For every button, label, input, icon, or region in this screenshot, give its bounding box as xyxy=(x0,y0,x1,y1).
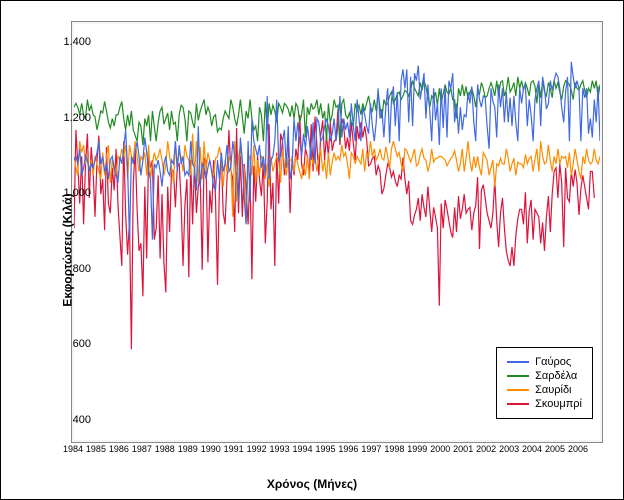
x-tick-label: 2006 xyxy=(568,444,588,454)
x-tick-label: 1995 xyxy=(315,444,335,454)
legend-color-swatch xyxy=(507,389,529,391)
legend-item: Σκουμπρί xyxy=(507,398,582,410)
legend-label: Σκουμπρί xyxy=(535,398,582,410)
legend-color-swatch xyxy=(507,361,529,363)
x-tick-label: 2000 xyxy=(430,444,450,454)
x-tick-label: 1988 xyxy=(155,444,175,454)
x-tick-label: 1991 xyxy=(224,444,244,454)
y-tick-label: 800 xyxy=(73,263,91,275)
x-tick-label: 1997 xyxy=(361,444,381,454)
legend-label: Σαυρίδι xyxy=(535,384,571,396)
x-tick-label: 1998 xyxy=(384,444,404,454)
x-tick-label: 2001 xyxy=(453,444,473,454)
x-axis-label: Χρόνος (Μήνες) xyxy=(267,477,357,491)
y-tick-label: 600 xyxy=(73,338,91,350)
x-tick-label: 1984 xyxy=(63,444,83,454)
legend-color-swatch xyxy=(507,403,529,405)
legend-label: Γαύρος xyxy=(535,356,571,368)
x-tick-label: 1996 xyxy=(338,444,358,454)
chart-container: 4006008001.0001.2001.400 198419851986198… xyxy=(0,0,624,500)
legend-label: Σαρδέλα xyxy=(535,370,577,382)
x-tick-label: 1989 xyxy=(178,444,198,454)
x-tick-label: 1994 xyxy=(293,444,313,454)
x-tick-label: 2002 xyxy=(476,444,496,454)
x-tick-label: 2003 xyxy=(499,444,519,454)
legend-item: Σαυρίδι xyxy=(507,384,582,396)
y-tick-label: 1.200 xyxy=(63,112,91,124)
x-tick-label: 1992 xyxy=(247,444,267,454)
x-tick-label: 1986 xyxy=(109,444,129,454)
x-tick-label: 1987 xyxy=(132,444,152,454)
y-tick-label: 400 xyxy=(73,414,91,426)
x-tick-label: 2005 xyxy=(545,444,565,454)
y-tick-label: 1.400 xyxy=(63,36,91,48)
legend: Γαύρος Σαρδέλα Σαυρίδι Σκουμπρί xyxy=(496,347,593,419)
legend-item: Γαύρος xyxy=(507,356,582,368)
x-tick-label: 1999 xyxy=(407,444,427,454)
legend-color-swatch xyxy=(507,375,529,377)
x-tick-label: 1985 xyxy=(86,444,106,454)
x-tick-label: 1990 xyxy=(201,444,221,454)
x-tick-label: 2004 xyxy=(522,444,542,454)
legend-item: Σαρδέλα xyxy=(507,370,582,382)
x-tick-label: 1993 xyxy=(270,444,290,454)
y-axis-label: Εκφορτώσεις (Κιλά) xyxy=(61,193,75,306)
